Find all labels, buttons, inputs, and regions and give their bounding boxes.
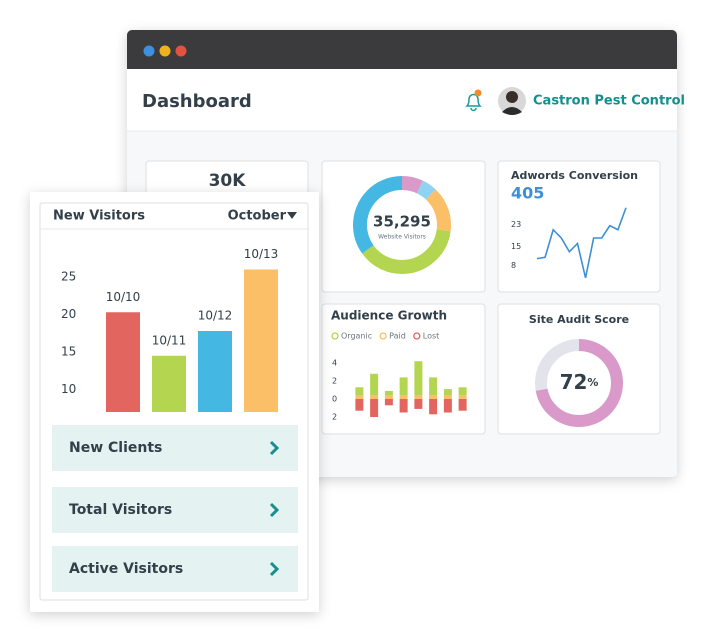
window-dot [143, 45, 155, 57]
bar-label: 10/12 [198, 309, 233, 323]
stacked-bar [443, 395, 452, 399]
menu-item-label: New Clients [69, 440, 162, 456]
header [127, 69, 677, 131]
y-tick-label: 10 [61, 382, 76, 396]
y-tick-label: 15 [511, 242, 521, 251]
page-title: Dashboard [142, 91, 252, 112]
bell-icon[interactable] [465, 89, 482, 112]
audit-card [497, 303, 661, 435]
month-dropdown[interactable]: October [228, 209, 287, 224]
bar-label: 10/11 [152, 333, 187, 347]
stacked-bar [429, 395, 438, 399]
stacked-bar [414, 361, 423, 396]
bar [152, 355, 186, 412]
conversion-line [536, 207, 627, 279]
user-name[interactable]: Castron Pest Control [533, 94, 685, 109]
stacked-bar [443, 399, 452, 413]
y-tick-label: 8 [511, 261, 516, 270]
audit-unit: % [587, 376, 598, 389]
audit-score: 72% [560, 370, 599, 394]
stacked-bar [355, 399, 364, 411]
legend-swatch [379, 332, 387, 340]
donut-segment [353, 176, 451, 274]
visitors-total: 35,295 [373, 213, 431, 231]
stacked-bar [370, 399, 379, 417]
stacked-bar [399, 377, 408, 396]
dropdown-arrow[interactable] [287, 212, 297, 219]
y-tick-label: 15 [61, 345, 76, 359]
stacked-bar [399, 395, 408, 399]
window-dot [175, 45, 187, 57]
menu-item-label: Active Visitors [69, 561, 183, 577]
chevron [269, 561, 280, 577]
stacked-bar [384, 399, 393, 406]
stacked-bar [384, 390, 393, 396]
y-tick-label: 2 [332, 377, 337, 386]
bar [244, 269, 278, 412]
legend-label: Paid [389, 332, 406, 341]
y-tick-label: 0 [332, 395, 337, 404]
audit-arc [535, 339, 623, 427]
stacked-bar [384, 395, 393, 399]
stacked-bar [458, 387, 467, 396]
y-tick-label: 23 [511, 220, 521, 229]
legend-label: Lost [423, 332, 440, 341]
bar [106, 312, 140, 412]
chevron [269, 440, 280, 456]
menu-item-label: Total Visitors [69, 502, 172, 518]
adwords-value: 405 [511, 184, 544, 203]
bar-label: 10/10 [106, 290, 141, 304]
stacked-bar [429, 399, 438, 415]
stacked-bar [355, 387, 364, 396]
adwords-title: Adwords Conversion [511, 169, 638, 182]
donut-segment [353, 176, 451, 274]
window-dot [159, 45, 171, 57]
visitors-label: Website Visitors [378, 234, 426, 241]
stacked-bar [429, 377, 438, 396]
adwords-card [497, 160, 661, 293]
stacked-bar [355, 395, 364, 399]
y-tick-label: 25 [61, 270, 76, 284]
audience-title: Audience Growth [331, 309, 447, 323]
stacked-bar [414, 399, 423, 409]
visitors-panel: New Visitors October 25 20 15 10 10/10 10/11 1… [30, 192, 319, 612]
stacked-bar [370, 395, 379, 399]
menu-item-bg [52, 546, 298, 592]
avatar[interactable] [498, 87, 526, 115]
menu-item-bg [52, 425, 298, 471]
stat-value: 30K [209, 171, 247, 191]
legend-label: Organic [341, 332, 372, 341]
audit-score-number: 72 [560, 370, 588, 394]
y-tick-label: 20 [61, 307, 76, 321]
stacked-bar [399, 399, 408, 413]
audit-title: Site Audit Score [529, 313, 629, 326]
stacked-bar [370, 373, 379, 396]
menu-item[interactable]: Total Visitors [52, 487, 298, 533]
stacked-bar [443, 389, 452, 396]
bar [198, 331, 232, 412]
stacked-bar [458, 399, 467, 411]
stacked-bar [414, 395, 423, 399]
donut-segment [353, 176, 451, 274]
visitors-card [321, 160, 486, 293]
title-bar [127, 30, 677, 69]
y-tick-label: 4 [332, 359, 337, 368]
audience-card [321, 303, 486, 435]
legend-swatch [413, 332, 421, 340]
menu-item-bg [52, 487, 298, 533]
chevron [269, 502, 280, 518]
legend-swatch [331, 332, 339, 340]
panel-title: New Visitors [53, 209, 145, 224]
menu-item[interactable]: New Clients [52, 425, 298, 471]
bar-label: 10/13 [244, 247, 279, 261]
menu-item[interactable]: Active Visitors [52, 546, 298, 592]
stacked-bar [458, 395, 467, 399]
y-tick-label: 2 [332, 413, 337, 422]
